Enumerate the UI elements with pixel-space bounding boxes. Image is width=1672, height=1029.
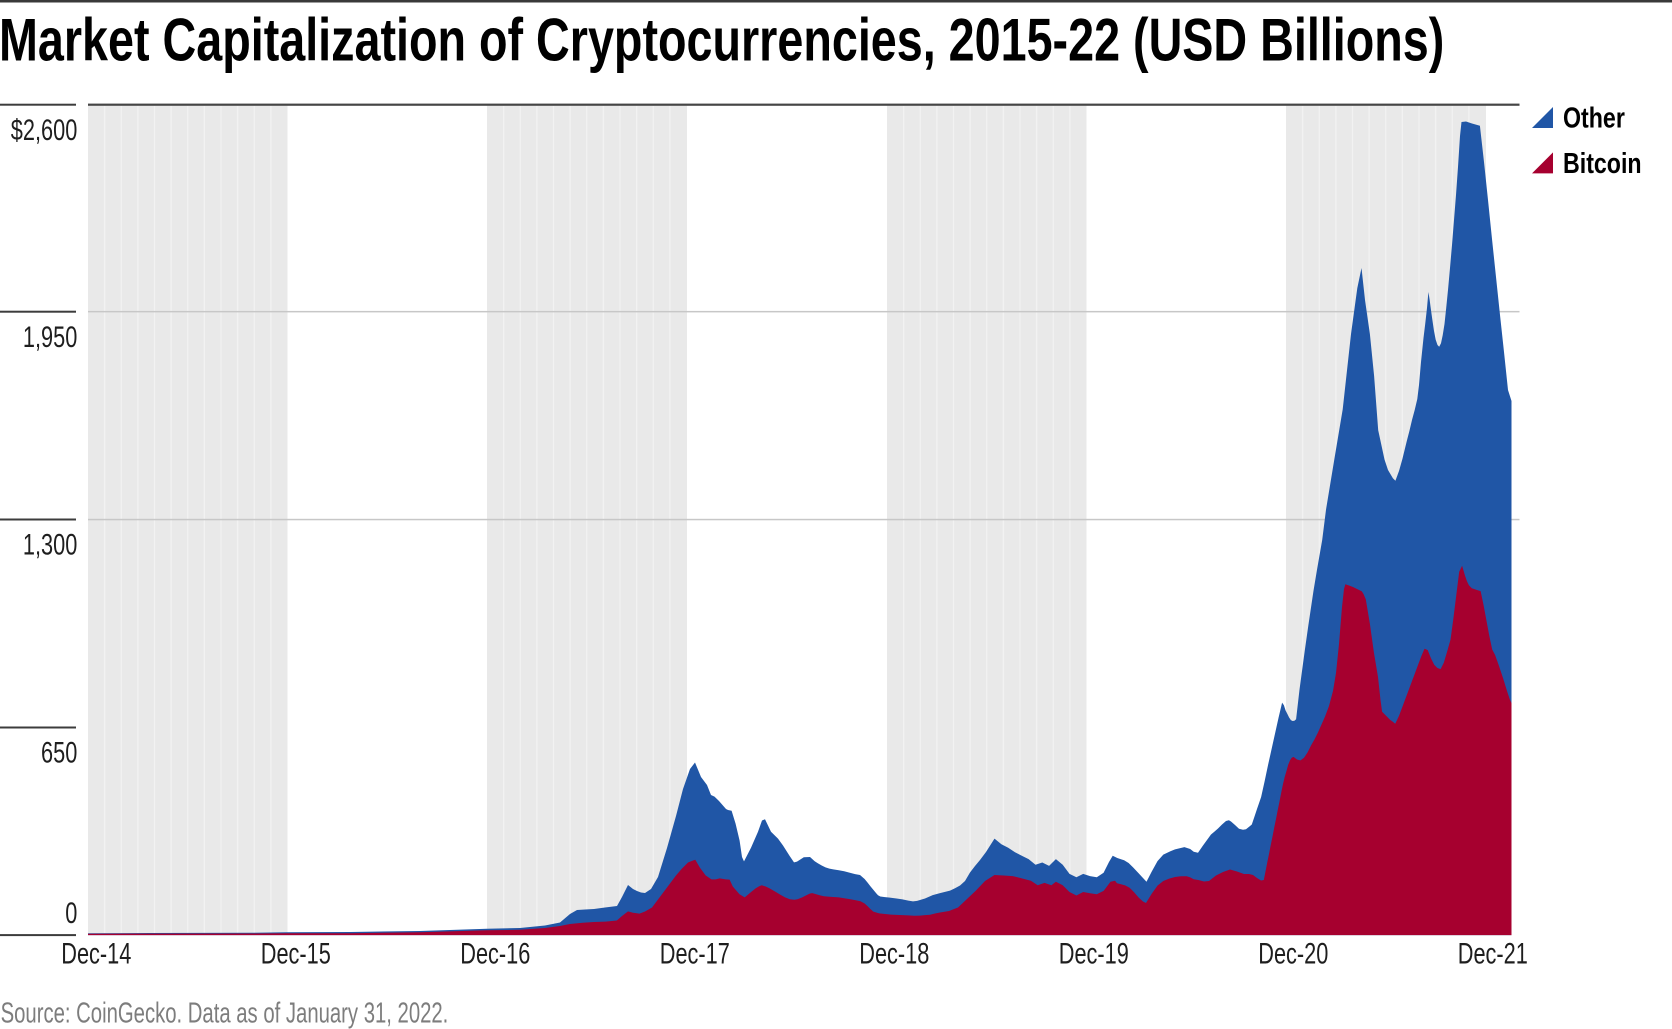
svg-text:Bitcoin: Bitcoin <box>1563 147 1642 180</box>
svg-text:Dec-20: Dec-20 <box>1258 936 1328 970</box>
svg-text:1,300: 1,300 <box>23 527 77 561</box>
svg-text:Source: CoinGecko. Data as of: Source: CoinGecko. Data as of January 31… <box>1 997 449 1029</box>
svg-text:Other: Other <box>1563 101 1625 134</box>
svg-text:Dec-16: Dec-16 <box>460 936 530 970</box>
svg-text:$2,600: $2,600 <box>11 112 77 146</box>
svg-text:Dec-15: Dec-15 <box>261 936 331 970</box>
svg-text:Dec-19: Dec-19 <box>1059 936 1129 970</box>
svg-text:650: 650 <box>41 735 77 769</box>
svg-text:Dec-18: Dec-18 <box>859 936 929 970</box>
svg-text:Dec-21: Dec-21 <box>1458 936 1528 970</box>
svg-text:Market Capitalization of Crypt: Market Capitalization of Cryptocurrencie… <box>0 7 1444 74</box>
svg-text:0: 0 <box>65 896 77 930</box>
svg-text:Dec-17: Dec-17 <box>660 936 730 970</box>
svg-text:Dec-14: Dec-14 <box>61 936 131 970</box>
svg-text:1,950: 1,950 <box>23 319 77 353</box>
